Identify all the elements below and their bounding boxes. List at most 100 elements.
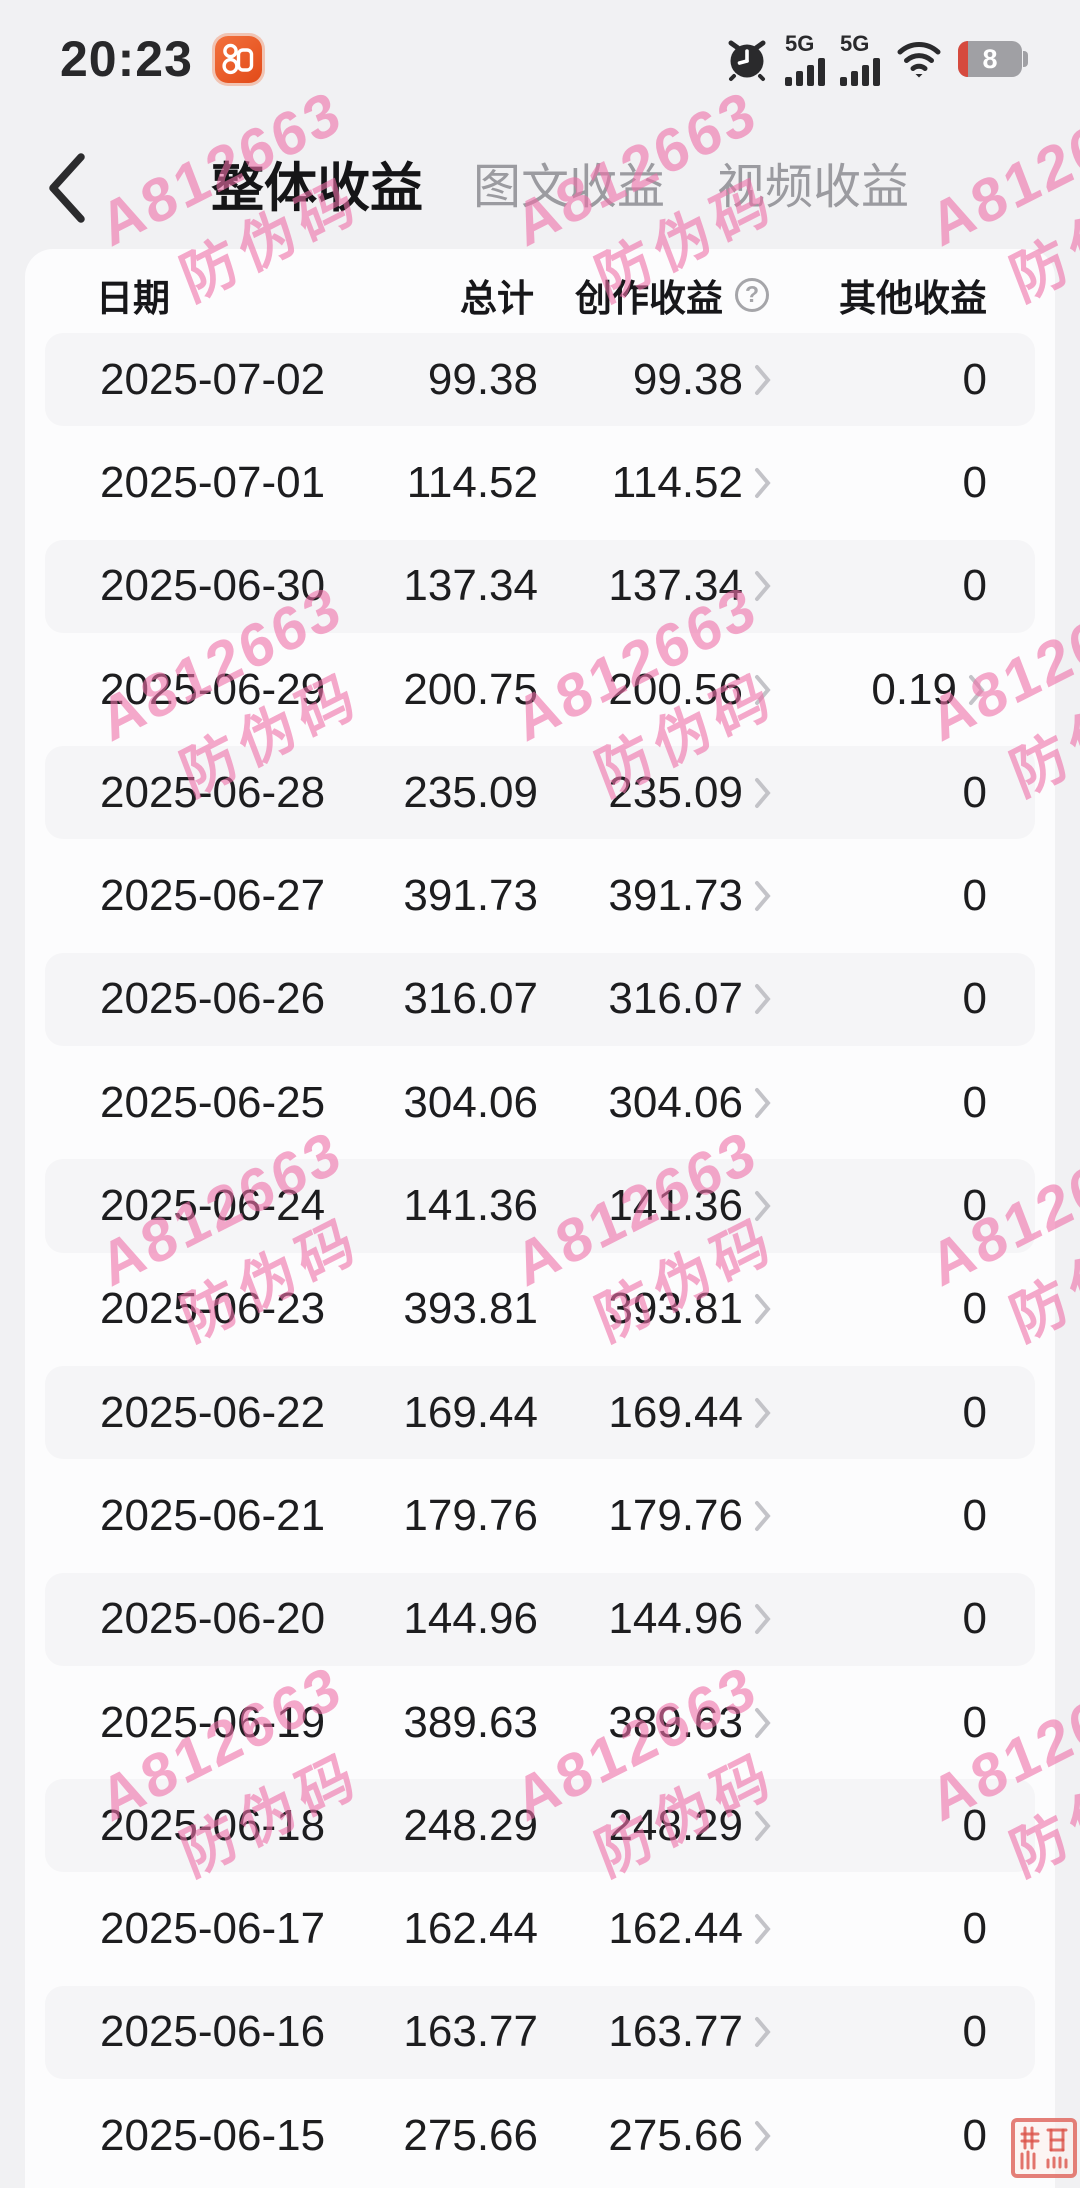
row-total: 275.66 xyxy=(403,2110,538,2160)
help-icon[interactable]: ? xyxy=(735,277,769,312)
row-other-income: 0 xyxy=(773,1594,987,1644)
row-total: 144.96 xyxy=(403,1594,538,1644)
table-row[interactable]: 2025-06-28 235.09 235.09 0 xyxy=(25,741,1055,844)
row-creation-income[interactable]: 169.44 xyxy=(538,1388,773,1438)
row-creation-income[interactable]: 137.34 xyxy=(538,561,773,611)
table-row[interactable]: 2025-06-24 141.36 141.36 0 xyxy=(25,1154,1055,1257)
row-creation-value: 163.77 xyxy=(608,2007,743,2057)
chevron-right-icon xyxy=(755,674,771,705)
row-total: 200.75 xyxy=(403,664,538,714)
column-header-creation-label: 创作收益 xyxy=(575,277,723,319)
row-other-income: 0 xyxy=(773,1801,987,1851)
row-other-income: 0 xyxy=(773,1284,987,1334)
row-total: 391.73 xyxy=(403,871,538,921)
row-other-value: 0 xyxy=(962,1594,987,1644)
row-creation-income[interactable]: 141.36 xyxy=(538,1181,773,1231)
row-creation-value: 316.07 xyxy=(608,974,743,1024)
row-creation-value: 393.81 xyxy=(608,1284,743,1334)
table-row[interactable]: 2025-06-25 304.06 304.06 0 xyxy=(25,1051,1055,1154)
row-date: 2025-06-27 xyxy=(100,871,326,921)
row-creation-income[interactable]: 179.76 xyxy=(538,1491,773,1541)
row-date: 2025-06-23 xyxy=(100,1284,326,1334)
row-creation-income[interactable]: 200.56 xyxy=(538,665,773,715)
row-date: 2025-06-21 xyxy=(100,1490,326,1540)
row-creation-value: 389.63 xyxy=(608,1697,743,1747)
row-creation-income[interactable]: 162.44 xyxy=(538,1904,773,1954)
row-other-income: 0 xyxy=(773,2007,987,2057)
table-row[interactable]: 2025-06-20 144.96 144.96 0 xyxy=(25,1568,1055,1671)
row-other-income: 0 xyxy=(773,1491,987,1541)
row-creation-income[interactable]: 316.07 xyxy=(538,974,773,1024)
row-other-income: 0 xyxy=(773,871,987,921)
chevron-right-icon xyxy=(755,1810,771,1841)
row-other-income: 0 xyxy=(773,355,987,405)
seal-script-glyphs-icon xyxy=(1020,2126,1068,2170)
row-creation-income[interactable]: 235.09 xyxy=(538,768,773,818)
row-creation-value: 169.44 xyxy=(608,1387,743,1437)
table-row[interactable]: 2025-06-30 137.34 137.34 0 xyxy=(25,535,1055,638)
row-other-value: 0 xyxy=(962,2110,987,2160)
row-total: 114.52 xyxy=(406,457,538,507)
row-creation-value: 235.09 xyxy=(608,767,743,817)
row-creation-income[interactable]: 391.73 xyxy=(538,871,773,921)
chevron-right-icon xyxy=(755,571,771,602)
tab-overall-income[interactable]: 整体收益 xyxy=(211,158,423,218)
row-creation-value: 144.96 xyxy=(608,1594,743,1644)
row-creation-income[interactable]: 144.96 xyxy=(538,1594,773,1644)
row-creation-income[interactable]: 304.06 xyxy=(538,1078,773,1128)
seal-watermark xyxy=(1011,2118,1077,2178)
row-total: 163.77 xyxy=(403,2007,538,2057)
table-row[interactable]: 2025-06-16 163.77 163.77 0 xyxy=(25,1981,1055,2084)
signal-bars-icon xyxy=(785,57,825,86)
chevron-right-icon xyxy=(755,881,771,912)
row-date: 2025-06-24 xyxy=(100,1181,326,1231)
row-creation-income[interactable]: 99.38 xyxy=(538,355,773,405)
row-creation-income[interactable]: 275.66 xyxy=(538,2111,773,2161)
table-row[interactable]: 2025-07-02 99.38 99.38 0 xyxy=(25,328,1055,431)
row-creation-income[interactable]: 114.52 xyxy=(538,458,773,508)
row-creation-income[interactable]: 389.63 xyxy=(538,1698,773,1748)
row-date: 2025-06-28 xyxy=(100,767,326,817)
back-button[interactable] xyxy=(44,150,90,226)
row-total: 141.36 xyxy=(403,1181,538,1231)
row-other-value: 0 xyxy=(962,1077,987,1127)
row-date: 2025-06-22 xyxy=(100,1387,326,1437)
table-row[interactable]: 2025-06-15 275.66 275.66 0 xyxy=(25,2084,1055,2187)
table-row[interactable]: 2025-06-29 200.75 200.56 0.19 xyxy=(25,638,1055,741)
row-other-income: 0 xyxy=(773,1181,987,1231)
row-creation-value: 391.73 xyxy=(608,871,743,921)
row-other-value: 0.19 xyxy=(871,664,957,714)
chevron-right-icon xyxy=(755,1087,771,1118)
row-other-value: 0 xyxy=(962,1904,987,1954)
row-other-income: 0 xyxy=(773,1904,987,1954)
table-row[interactable]: 2025-06-23 393.81 393.81 0 xyxy=(25,1258,1055,1361)
table-row[interactable]: 2025-06-18 248.29 248.29 0 xyxy=(25,1774,1055,1877)
table-row[interactable]: 2025-06-22 169.44 169.44 0 xyxy=(25,1361,1055,1464)
row-total: 235.09 xyxy=(403,767,538,817)
table-row[interactable]: 2025-06-19 389.63 389.63 0 xyxy=(25,1671,1055,1774)
chevron-right-icon xyxy=(755,1604,771,1635)
row-creation-income[interactable]: 393.81 xyxy=(538,1284,773,1334)
row-other-value: 0 xyxy=(962,1490,987,1540)
table-row[interactable]: 2025-06-17 162.44 162.44 0 xyxy=(25,1877,1055,1980)
video-camera-icon xyxy=(222,43,254,75)
chevron-right-icon xyxy=(755,1397,771,1428)
row-creation-income[interactable]: 163.77 xyxy=(538,2007,773,2057)
row-creation-income[interactable]: 248.29 xyxy=(538,1801,773,1851)
row-other-income[interactable]: 0.19 xyxy=(773,665,987,715)
row-date: 2025-06-26 xyxy=(100,974,326,1024)
table-row[interactable]: 2025-07-01 114.52 114.52 0 xyxy=(25,431,1055,534)
row-other-value: 0 xyxy=(962,2007,987,2057)
tab-graphic-income[interactable]: 图文收益 xyxy=(473,161,666,214)
table-row[interactable]: 2025-06-26 316.07 316.07 0 xyxy=(25,948,1055,1051)
wifi-icon xyxy=(897,42,941,78)
row-creation-value: 179.76 xyxy=(608,1490,743,1540)
table-row[interactable]: 2025-06-27 391.73 391.73 0 xyxy=(25,844,1055,947)
row-date: 2025-07-02 xyxy=(100,354,326,404)
tab-video-income[interactable]: 视频收益 xyxy=(717,161,910,214)
table-row[interactable]: 2025-06-21 179.76 179.76 0 xyxy=(25,1464,1055,1567)
clock-time: 20:23 xyxy=(60,31,193,87)
row-creation-value: 200.56 xyxy=(608,664,743,714)
chevron-right-icon xyxy=(755,2017,771,2048)
row-creation-value: 99.38 xyxy=(632,354,743,404)
